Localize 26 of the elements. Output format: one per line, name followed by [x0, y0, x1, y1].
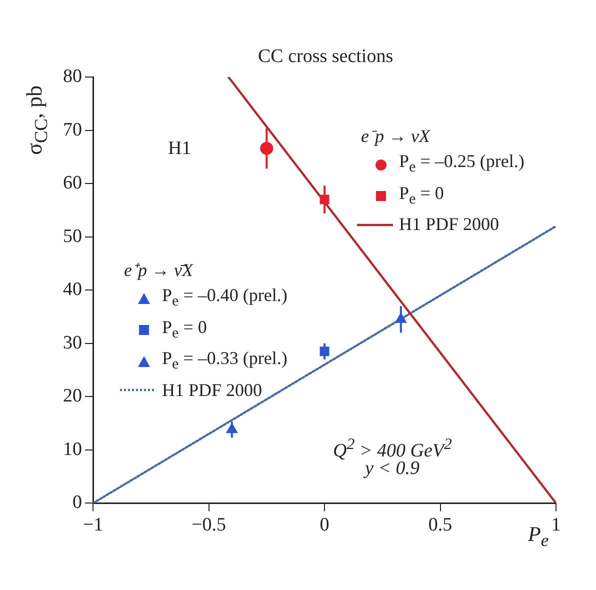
x-tick-label: 0.5: [428, 514, 452, 536]
legend-label: H1 PDF 2000: [399, 213, 500, 236]
legend-label: P$_{e}$ = 0: [399, 182, 444, 210]
y-tick-label: 20: [63, 386, 82, 407]
x-tick-label: −1: [82, 514, 104, 536]
y-tick-label: 70: [63, 119, 82, 140]
y-tick-label: 50: [63, 226, 82, 247]
text: e⁻p → νX: [361, 126, 430, 146]
text: e⁺p → ν̄X: [124, 260, 193, 280]
chart-title: CC cross sections: [258, 46, 394, 68]
x-tick-label: 1: [551, 514, 561, 536]
y-tick-label: 0: [72, 492, 82, 514]
y-tick-label: 80: [63, 66, 82, 87]
legend-label: H1 PDF 2000: [162, 378, 262, 402]
x-tick-label: −0.5: [192, 514, 226, 536]
legend-label: P$_{e}$ = –0.40 (prel.): [162, 284, 288, 312]
y-tick-label: 60: [63, 172, 82, 194]
y-tick-label: 30: [63, 332, 82, 354]
legend-label: P$_{e}$ = –0.25 (prel.): [399, 150, 524, 178]
legend-label: P$_{e}$ = 0: [162, 316, 207, 344]
annotation: H1: [168, 138, 192, 160]
x-axis-title: P$_{e}$: [528, 522, 549, 552]
legend-label: P$_{e}$ = –0.33 (prel.): [162, 347, 288, 375]
y-tick-label: 10: [63, 438, 82, 460]
y-tick-label: 40: [63, 279, 82, 300]
x-tick-label: 0: [320, 514, 330, 536]
